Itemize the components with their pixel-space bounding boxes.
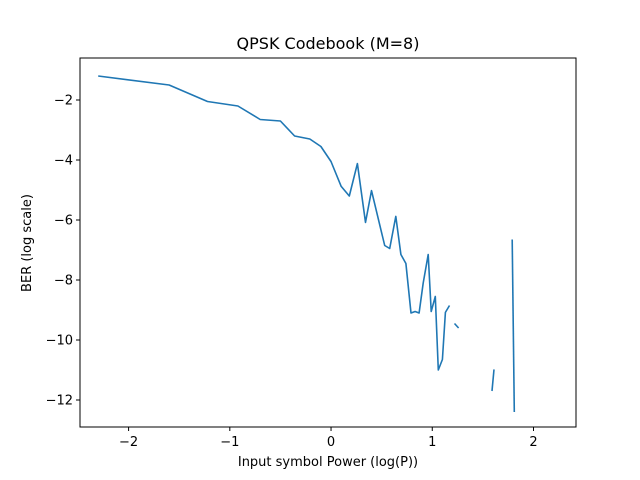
y-tick-label: −4 xyxy=(54,154,73,169)
y-tick-label: −2 xyxy=(54,94,73,109)
x-axis-ticks: −2 −1 0 1 2 xyxy=(119,427,538,450)
plot-area xyxy=(98,75,516,413)
series-line-segment xyxy=(98,75,451,371)
x-tick-label: −2 xyxy=(119,435,138,450)
y-axis-ticks: −2 −4 −6 −8 −10 −12 xyxy=(46,94,80,409)
series-line-segment xyxy=(453,322,460,329)
x-tick-label: 0 xyxy=(327,435,335,450)
x-axis-label: Input symbol Power (log(P)) xyxy=(238,455,418,470)
y-tick-label: −6 xyxy=(54,214,73,229)
y-tick-label: −10 xyxy=(46,334,73,349)
x-tick-label: −1 xyxy=(220,435,239,450)
series-line-segment xyxy=(491,369,495,392)
x-tick-label: 1 xyxy=(428,435,436,450)
axes-frame xyxy=(79,57,577,428)
y-axis-label: BER (log scale) xyxy=(20,194,35,292)
series-line-segment xyxy=(511,239,516,413)
x-tick-label: 2 xyxy=(529,435,537,450)
chart-title: QPSK Codebook (M=8) xyxy=(237,34,420,53)
y-tick-label: −8 xyxy=(54,274,73,289)
y-tick-label: −12 xyxy=(46,394,73,409)
